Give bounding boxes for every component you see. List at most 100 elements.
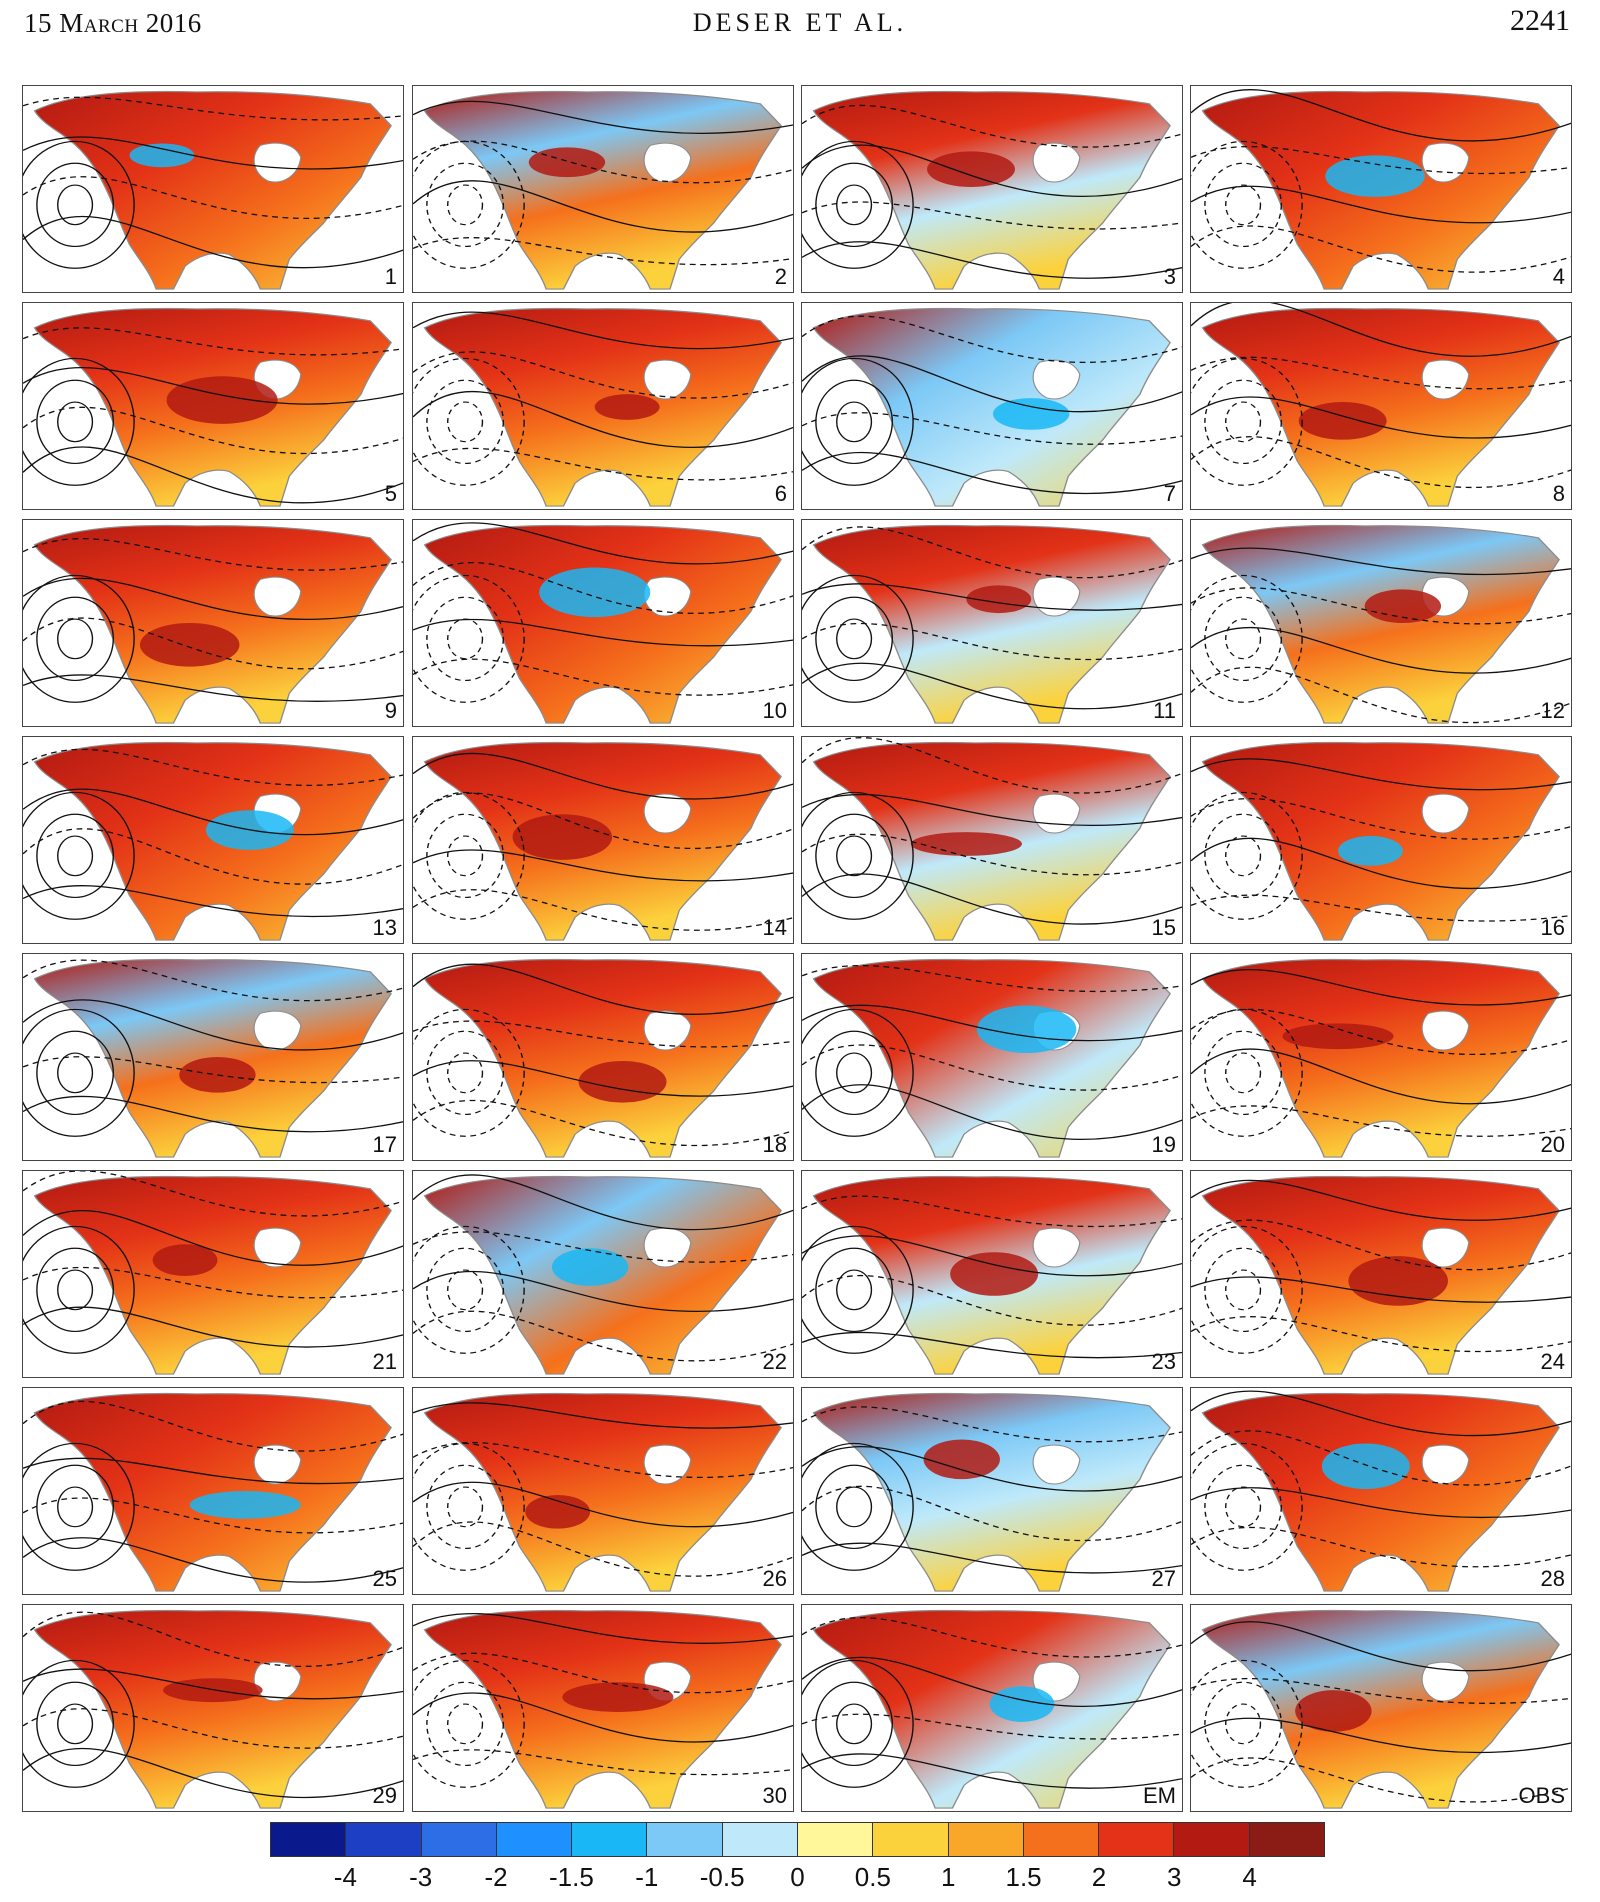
slp-contour <box>802 526 1182 579</box>
slp-contour <box>413 140 793 184</box>
map-panel: 20 <box>1190 953 1572 1161</box>
slp-contour <box>57 184 94 226</box>
page-header: 15 March 2016 DESER ET AL. 2241 <box>0 0 1600 50</box>
land-temperature-field <box>423 1392 782 1592</box>
panel-label: 2 <box>774 264 787 289</box>
colorbar <box>270 1822 1325 1857</box>
panel-label: 17 <box>372 1132 397 1157</box>
slp-contour <box>802 1331 1182 1359</box>
map-panel: 22 <box>412 1170 794 1378</box>
land-temperature-field <box>423 90 782 290</box>
map-panel: 6 <box>412 302 794 510</box>
temperature-map <box>802 307 1182 507</box>
anomaly-region <box>189 1491 301 1519</box>
slp-contour <box>802 1084 1182 1140</box>
slp-contour <box>1191 1008 1303 1137</box>
slp-contour <box>1191 969 1571 1006</box>
panel-label: 20 <box>1540 1132 1565 1157</box>
colorbar-tick-label: -3 <box>409 1862 433 1892</box>
slp-contour <box>1225 1486 1262 1528</box>
panel-label: OBS <box>1518 1783 1565 1808</box>
anomaly-region <box>1364 589 1442 624</box>
land-temperature-field <box>33 1609 392 1809</box>
slp-contour <box>802 144 1182 197</box>
slp-contour <box>447 618 484 660</box>
slp-contour <box>23 1095 403 1133</box>
slp-contour <box>447 1052 484 1094</box>
colorbar-swatch <box>1174 1823 1250 1856</box>
temperature-map <box>1191 741 1571 941</box>
colorbar-tick-label: -1.5 <box>549 1862 594 1892</box>
map-panel: 15 <box>801 736 1183 944</box>
slp-contour <box>1191 627 1571 674</box>
panel-label: 30 <box>762 1783 787 1808</box>
land-temperature-field <box>1201 524 1560 724</box>
temperature-map <box>802 958 1182 1158</box>
map-panel: 12 <box>1190 519 1572 727</box>
slp-contour <box>23 1171 403 1217</box>
slp-contour <box>426 1464 504 1550</box>
slp-contour <box>1191 574 1303 703</box>
panel-label: 19 <box>1151 1132 1176 1157</box>
map-panel: 18 <box>412 953 794 1161</box>
slp-contour <box>23 617 403 670</box>
slp-contour <box>1225 401 1262 443</box>
slp-contour <box>23 367 403 405</box>
colorbar-swatch <box>873 1823 949 1856</box>
slp-contour <box>447 184 484 226</box>
slp-contour <box>1225 1703 1262 1745</box>
anomaly-region <box>551 1248 629 1286</box>
slp-contour <box>413 1613 793 1644</box>
slp-contour <box>413 1008 525 1137</box>
hudson-bay <box>1421 793 1470 834</box>
slp-contour <box>57 1486 94 1528</box>
slp-contour <box>802 1542 1182 1574</box>
slp-contour <box>413 889 793 931</box>
slp-contour <box>1225 1269 1262 1311</box>
slp-contour <box>815 1464 893 1550</box>
slp-contour <box>413 1020 793 1048</box>
land-temperature-field <box>33 90 392 290</box>
map-panel: 11 <box>801 519 1183 727</box>
slp-contour <box>802 964 1182 993</box>
panel-label: 6 <box>774 481 787 506</box>
slp-contour <box>802 412 1182 445</box>
map-panel: 23 <box>801 1170 1183 1378</box>
hudson-bay <box>643 1010 692 1051</box>
slp-contour <box>23 1266 403 1299</box>
hudson-bay <box>1032 142 1081 183</box>
slp-contour <box>1191 791 1303 920</box>
slp-contour <box>1191 1659 1303 1788</box>
slp-contour <box>23 1306 403 1348</box>
temperature-map <box>23 741 403 941</box>
hudson-bay <box>643 359 692 400</box>
map-panel: 8 <box>1190 302 1572 510</box>
anomaly-region <box>152 1244 218 1276</box>
land-temperature-field <box>1201 307 1560 507</box>
slp-contour <box>1191 1442 1303 1571</box>
map-panel: 4 <box>1190 85 1572 293</box>
colorbar-swatch <box>496 1823 573 1856</box>
slp-contour <box>426 813 504 899</box>
anomaly-region <box>923 1439 1000 1480</box>
land-temperature-field <box>1201 1609 1560 1809</box>
colorbar-tick-label: -2 <box>484 1862 508 1892</box>
slp-contour <box>1191 1316 1571 1353</box>
anomaly-region <box>562 1682 674 1712</box>
slp-contour <box>413 351 793 399</box>
anomaly-region <box>1338 836 1403 866</box>
panel-label: EM <box>1143 1783 1176 1808</box>
temperature-map <box>802 524 1182 724</box>
map-panel: 13 <box>22 736 404 944</box>
map-panel: 3 <box>801 85 1183 293</box>
colorbar-tick-label: -0.5 <box>699 1862 745 1892</box>
slp-contour <box>802 201 1182 230</box>
anomaly-region <box>1348 1256 1448 1306</box>
colorbar-swatch <box>948 1823 1024 1856</box>
anomaly-region <box>528 147 606 178</box>
slp-contour <box>1191 1621 1571 1672</box>
panel-label: 27 <box>1151 1566 1176 1591</box>
panel-label: 1 <box>384 264 397 289</box>
slp-contour <box>413 180 793 233</box>
slp-contour <box>413 963 793 1015</box>
